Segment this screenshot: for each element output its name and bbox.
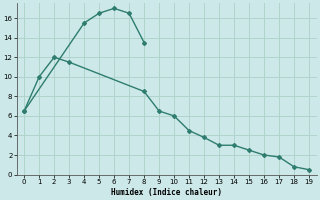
- X-axis label: Humidex (Indice chaleur): Humidex (Indice chaleur): [111, 188, 222, 197]
